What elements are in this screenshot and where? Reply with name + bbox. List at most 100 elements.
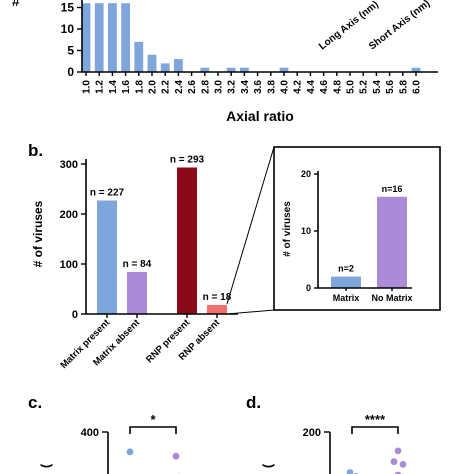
- inset-data-label: n=16: [382, 184, 403, 194]
- histogram-y-tick-label: 15: [61, 1, 75, 15]
- panel-b-bar: [127, 272, 147, 314]
- histogram-x-tick-label: 4.0: [280, 80, 291, 94]
- inset-y-label: # of viruses: [282, 201, 293, 257]
- histogram-bar: [108, 3, 117, 73]
- histogram-y-ticks: 0 5 10 15: [61, 1, 82, 79]
- histogram-bar: [174, 59, 183, 72]
- histogram-x-tick-label: 5.0: [346, 80, 357, 94]
- histogram-x-tick-label: 5.2: [359, 80, 370, 94]
- panel-d-significance-bracket: [351, 426, 399, 434]
- histogram-x-tick-label: 1.6: [121, 80, 132, 94]
- panel-d-points: [346, 447, 407, 474]
- histogram-panel: 0 5 10 15 1.0 1.2 1.4 1.6 1.8 2.0 2.2 2.4 2.6 2.8 3.0…: [12, 0, 438, 124]
- inset-data-label: n=2: [338, 264, 354, 274]
- scatter-point: [346, 469, 354, 474]
- panel-b-bar: [97, 200, 117, 314]
- inset-y-tick-label: 20: [301, 169, 311, 179]
- histogram-bars: [81, 3, 421, 73]
- panel-b-bar: [207, 305, 227, 314]
- panel-c-significance-bracket: [129, 426, 177, 434]
- panel-b-y-tick-label: 300: [60, 159, 78, 171]
- histogram-x-tick-label: 1.8: [134, 80, 145, 94]
- histogram-bar: [81, 3, 91, 73]
- zoom-connector-top: [226, 146, 275, 305]
- inset-bar: [331, 276, 361, 288]
- scatter-point: [126, 448, 134, 456]
- inset-y-tick-label: 10: [301, 226, 311, 236]
- histogram-x-tick-label: 5.8: [398, 80, 409, 94]
- panel-b-data-label: n = 84: [123, 259, 152, 270]
- histogram-bar: [240, 67, 249, 72]
- panel-c-significance: *: [150, 412, 156, 427]
- histogram-x-tick-label: 3.6: [253, 80, 264, 94]
- inset-panel: n=2 n=16 0 10 20 Matrix No Matrix # of virus…: [273, 146, 441, 311]
- inset-x-label: No Matrix: [371, 293, 412, 303]
- histogram-x-tick-label: 1.0: [82, 80, 93, 94]
- histogram-x-tick-label: 3.2: [227, 80, 238, 94]
- panel-b: b. n = 227 n = 84 n = 293 n = 18 0 100 200 300…: [28, 141, 238, 371]
- histogram-y-tick-label: 5: [67, 44, 74, 58]
- panel-c-y-label: (: [38, 463, 53, 468]
- histogram-x-tick-label: 4.6: [319, 80, 330, 94]
- inset-x-labels: Matrix No Matrix: [333, 288, 413, 303]
- histogram-x-tick-label: 2.4: [174, 80, 185, 94]
- panel-c-points: [126, 448, 181, 474]
- histogram-x-tick-label: 4.8: [332, 80, 343, 94]
- histogram-bar: [411, 67, 421, 72]
- panel-b-letter: b.: [28, 141, 43, 160]
- histogram-bar: [147, 54, 157, 72]
- scatter-point: [172, 452, 180, 460]
- histogram-x-tick-label: 6.0: [412, 80, 423, 94]
- histogram-x-tick-label: 5.4: [372, 80, 383, 94]
- histogram-x-tick-label: 4.2: [293, 80, 304, 94]
- histogram-bar: [160, 63, 170, 72]
- panel-b-data-label: n = 293: [170, 155, 205, 166]
- histogram-x-tick-label: 2.2: [161, 80, 172, 94]
- histogram-x-tick-label: 3.4: [240, 80, 251, 94]
- scatter-point: [394, 447, 402, 455]
- panel-b-y-tick-label: 200: [60, 209, 78, 221]
- histogram-bar: [134, 41, 144, 72]
- panel-b-y-label: # of viruses: [31, 200, 45, 267]
- panel-c-y-tick-label: 400: [81, 427, 99, 439]
- panel-b-y-ticks: 0 100 200 300: [60, 159, 86, 321]
- histogram-x-tick-label: 4.4: [306, 80, 317, 94]
- panel-b-y-tick-label: 100: [60, 259, 78, 271]
- histogram-bar: [121, 3, 130, 73]
- panel-b-data-label: n = 18: [203, 292, 232, 303]
- inset-y-tick-label: 0: [306, 283, 311, 293]
- inset-y-ticks: 0 10 20: [301, 169, 318, 293]
- panel-d-y-label: (: [260, 463, 275, 468]
- panel-b-x-label: Matrix present: [58, 317, 112, 371]
- panel-c-letter: c.: [28, 393, 42, 412]
- panel-b-bars: n = 227 n = 84 n = 293 n = 18: [90, 155, 232, 314]
- histogram-x-label: Axial ratio: [226, 108, 294, 124]
- histogram-x-tick-label: 5.6: [385, 80, 396, 94]
- histogram-x-tick-label: 1.4: [108, 80, 119, 94]
- histogram-y-tick-label: 0: [67, 65, 74, 79]
- histogram-x-ticks: 1.0 1.2 1.4 1.6 1.8 2.0 2.2 2.4 2.6 2.8 3.0 3.2 3.4 3…: [82, 72, 423, 94]
- histogram-x-tick-label: 3.8: [266, 80, 277, 94]
- histogram-x-tick-label: 2.6: [187, 80, 198, 94]
- histogram-x-tick-label: 1.2: [95, 80, 106, 94]
- zoom-connector-bottom: [226, 309, 275, 315]
- panel-b-bar: [177, 167, 197, 314]
- histogram-y-label: #: [12, 0, 20, 9]
- inset-bar: [377, 196, 407, 288]
- scatter-point: [394, 471, 402, 474]
- histogram-y-tick-label: 10: [61, 22, 75, 36]
- scatter-point: [399, 461, 407, 468]
- panel-d-y-tick-label: 200: [303, 427, 321, 439]
- histogram-bar: [200, 67, 210, 72]
- panel-d: d. 200 ( ****: [246, 393, 407, 474]
- inset-x-label: Matrix: [333, 293, 360, 303]
- panel-d-significance: ****: [365, 412, 386, 427]
- histogram-bar: [279, 67, 289, 72]
- histogram-bar: [226, 67, 236, 72]
- inset-bars: n=2 n=16: [331, 184, 407, 288]
- histogram-x-tick-label: 3.0: [214, 80, 225, 94]
- histogram-x-tick-label: 2.0: [148, 80, 159, 94]
- histogram-x-tick-label: 2.8: [200, 80, 211, 94]
